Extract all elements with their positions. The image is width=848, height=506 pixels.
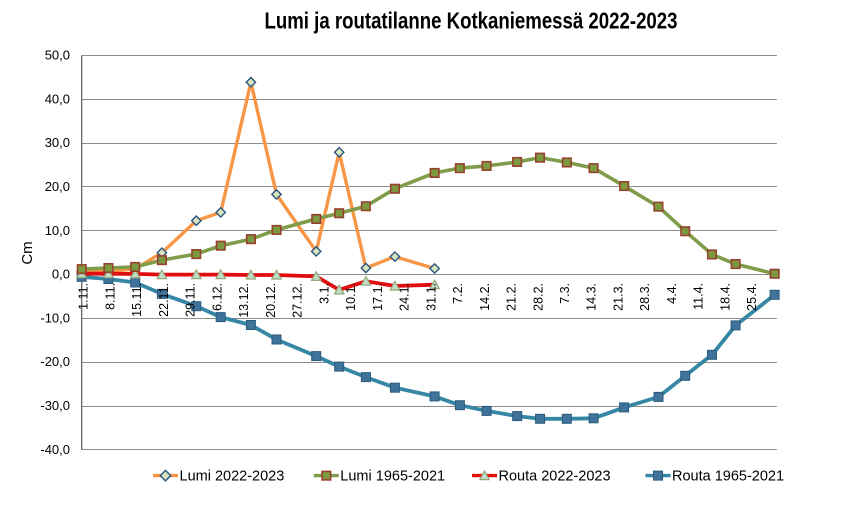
svg-text:Routa 2022-2023: Routa 2022-2023 — [499, 469, 611, 485]
svg-text:25.4.: 25.4. — [745, 283, 759, 311]
svg-text:Cm: Cm — [19, 241, 36, 264]
svg-text:-30,0: -30,0 — [40, 398, 70, 413]
svg-text:20,0: 20,0 — [45, 179, 70, 194]
svg-text:29.11.: 29.11. — [184, 283, 198, 317]
svg-text:22.11.: 22.11. — [157, 283, 171, 317]
svg-text:15.11.: 15.11. — [130, 283, 144, 317]
svg-text:6.12.: 6.12. — [210, 283, 224, 311]
svg-text:-20,0: -20,0 — [40, 354, 70, 369]
svg-text:28.3.: 28.3. — [638, 283, 652, 311]
svg-text:Lumi 2022-2023: Lumi 2022-2023 — [180, 469, 285, 485]
svg-text:14.2.: 14.2. — [478, 283, 492, 311]
svg-text:18.4.: 18.4. — [718, 283, 732, 311]
svg-text:10,0: 10,0 — [45, 223, 70, 238]
svg-text:4.4.: 4.4. — [665, 283, 679, 304]
svg-text:21.3.: 21.3. — [612, 283, 626, 311]
svg-text:27.12.: 27.12. — [291, 283, 305, 318]
svg-text:Routa 1965-2021: Routa 1965-2021 — [672, 469, 784, 485]
svg-text:13.12.: 13.12. — [237, 283, 251, 318]
svg-text:1.11.: 1.11. — [77, 283, 91, 310]
svg-text:-40,0: -40,0 — [40, 442, 70, 457]
svg-text:31.1.: 31.1. — [424, 283, 438, 311]
svg-text:8.11.: 8.11. — [103, 283, 117, 310]
svg-text:50,0: 50,0 — [45, 48, 70, 63]
svg-text:Lumi ja routatilanne Kotkaniem: Lumi ja routatilanne Kotkaniemessä 2022-… — [265, 8, 678, 34]
svg-text:20.12.: 20.12. — [264, 283, 278, 318]
svg-text:-10,0: -10,0 — [40, 310, 70, 325]
svg-text:24.1.: 24.1. — [398, 283, 412, 311]
svg-text:0,0: 0,0 — [52, 267, 70, 282]
svg-text:7.3.: 7.3. — [558, 283, 572, 304]
svg-text:11.4.: 11.4. — [692, 283, 706, 310]
svg-text:30,0: 30,0 — [45, 135, 70, 150]
svg-text:17.1.: 17.1. — [371, 283, 385, 311]
svg-text:3.1.: 3.1. — [317, 283, 331, 304]
svg-text:7.2.: 7.2. — [451, 283, 465, 304]
svg-text:Lumi 1965-2021: Lumi 1965-2021 — [340, 469, 445, 485]
svg-text:14.3.: 14.3. — [585, 283, 599, 311]
svg-text:10.1.: 10.1. — [344, 283, 358, 311]
svg-text:28.2.: 28.2. — [531, 283, 545, 311]
svg-text:21.2.: 21.2. — [505, 283, 519, 311]
svg-text:40,0: 40,0 — [45, 91, 70, 106]
